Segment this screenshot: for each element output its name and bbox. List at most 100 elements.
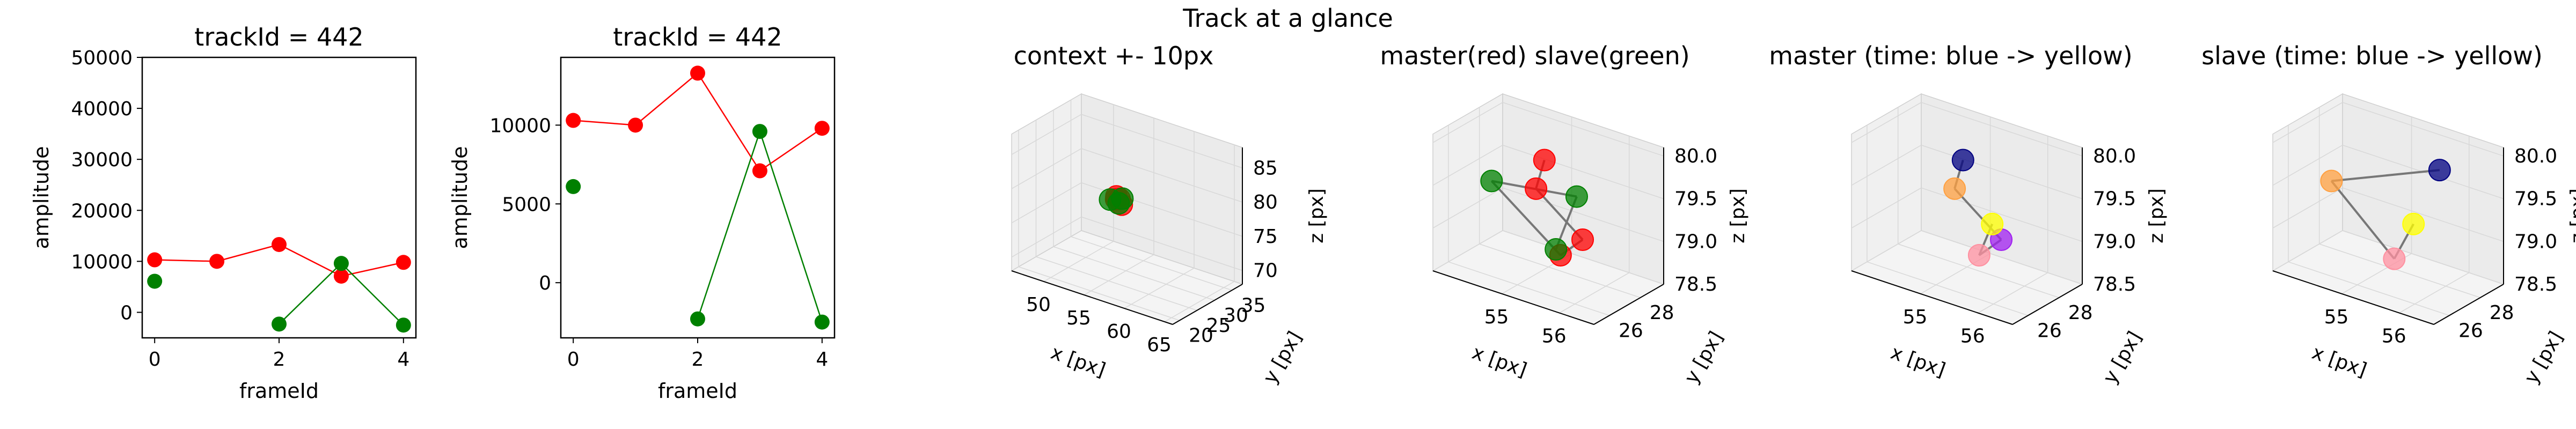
grid-line [1921,144,2083,199]
data-point [1571,228,1594,252]
y-axis-label: y [px] [2099,328,2146,387]
x-tick-label: 55 [1903,306,1928,328]
data-point [1943,177,1966,200]
z-tick-label: 79.5 [2093,188,2136,210]
grid-line [1559,272,1630,314]
x-tick-label: 56 [2382,326,2406,347]
data-point-red [147,252,163,268]
data-point-red [272,236,287,252]
data-point-red [690,65,705,81]
x-axis-label: x [px] [1888,342,1949,381]
y-axis-line [1593,284,1664,325]
z-tick-label: 78.5 [1674,273,1717,295]
track-segment [2330,180,2395,260]
y-axis-line [1172,284,1243,325]
data-point [2383,247,2406,270]
data-point [1545,238,1568,261]
grid-line [2319,243,2480,298]
z-tick-label: 80.0 [2514,145,2557,167]
x-axis-line [2272,270,2434,325]
data-point [1107,192,1130,215]
data-point-red [333,268,349,284]
grid-line [1011,114,1082,155]
grid-line [1011,216,1082,258]
x-tick-label: 50 [1026,294,1051,316]
data-point-green [752,124,767,139]
grid-line [1851,187,1922,228]
grid-line [2342,102,2504,157]
y-tick-label: 26 [2037,320,2062,342]
y-tick-label: 20 [1189,325,1213,347]
x-tick-label: 56 [1542,326,1567,347]
grid-line [1921,230,2083,285]
z-axis-label: z [px] [2567,188,2576,243]
plot-frame [560,56,836,339]
x-tick-label: 2 [273,349,286,371]
y-tick-label: 28 [1650,302,1674,324]
y-tick-label: 25 [1206,315,1231,337]
grid-line [1043,241,1114,282]
z-tick-label: 80 [1253,191,1278,213]
z-tick-label: 79.5 [1674,188,1717,210]
y-tick-label: 5000 [502,194,551,216]
series-line-red [573,72,823,172]
grid-line [1502,230,1664,285]
grid-line [1479,243,1641,298]
data-point [2320,169,2343,193]
y-tick-label: 50000 [71,47,133,69]
grid-line [1053,246,1215,301]
z-tick-label: 79.5 [2514,188,2557,210]
grid-line [1081,114,1243,168]
grid-line [2342,230,2504,285]
y-tick-label: 0 [539,272,551,294]
grid-line [2272,230,2343,271]
x-tick-label: 4 [397,349,409,371]
data-point-green [566,179,581,194]
z-axis-label: z [px] [1306,188,1328,243]
y-tick-label: 40000 [71,98,133,120]
grid-line [1851,144,1922,186]
z-tick-label: 78.5 [2093,273,2136,295]
z-tick-label: 85 [1253,157,1278,179]
data-point-red [814,121,830,136]
chart-title: master (time: blue -> yellow) [1769,41,2132,70]
chart-title: context +- 10px [1014,41,1214,70]
data-point [1981,212,2004,235]
x-axis-label: frameId [658,379,737,403]
x-tick-label: 65 [1147,334,1172,356]
data-point-green [396,317,411,333]
grid-line [2288,261,2450,316]
track-segment [2331,169,2440,182]
data-point-red [566,113,581,128]
grid-line [1011,148,1082,189]
grid-line [1502,102,1664,157]
grid-line [1018,266,1180,321]
grid-line [2272,102,2343,143]
grid-line [1084,254,1154,295]
z-tick-label: 70 [1253,260,1278,282]
chart-title: slave (time: blue -> yellow) [2201,41,2543,70]
grid-line [1164,281,1235,322]
grid-line [1432,144,1503,186]
y-tick-label: 0 [120,302,133,324]
y-tick-label: 26 [1619,320,1643,342]
chart-title: trackId = 442 [194,23,363,51]
data-point-red [628,117,643,133]
grid-line [1432,230,1503,271]
y-axis-line [2433,284,2504,325]
grid-line [1071,236,1232,291]
chart-title: master(red) slave(green) [1380,41,1689,70]
x-axis-label: frameId [239,379,319,403]
grid-line [1851,230,1922,271]
data-point [1565,185,1588,208]
x-tick-label: 0 [567,349,580,371]
grid-line [1081,216,1243,271]
grid-line [2272,144,2343,186]
z-tick-label: 80.0 [2093,145,2136,167]
data-point-red [209,254,225,269]
x-tick-label: 60 [1107,321,1131,343]
x-tick-label: 55 [1066,307,1091,329]
grid-line [1448,261,1610,316]
data-point [1533,149,1556,172]
